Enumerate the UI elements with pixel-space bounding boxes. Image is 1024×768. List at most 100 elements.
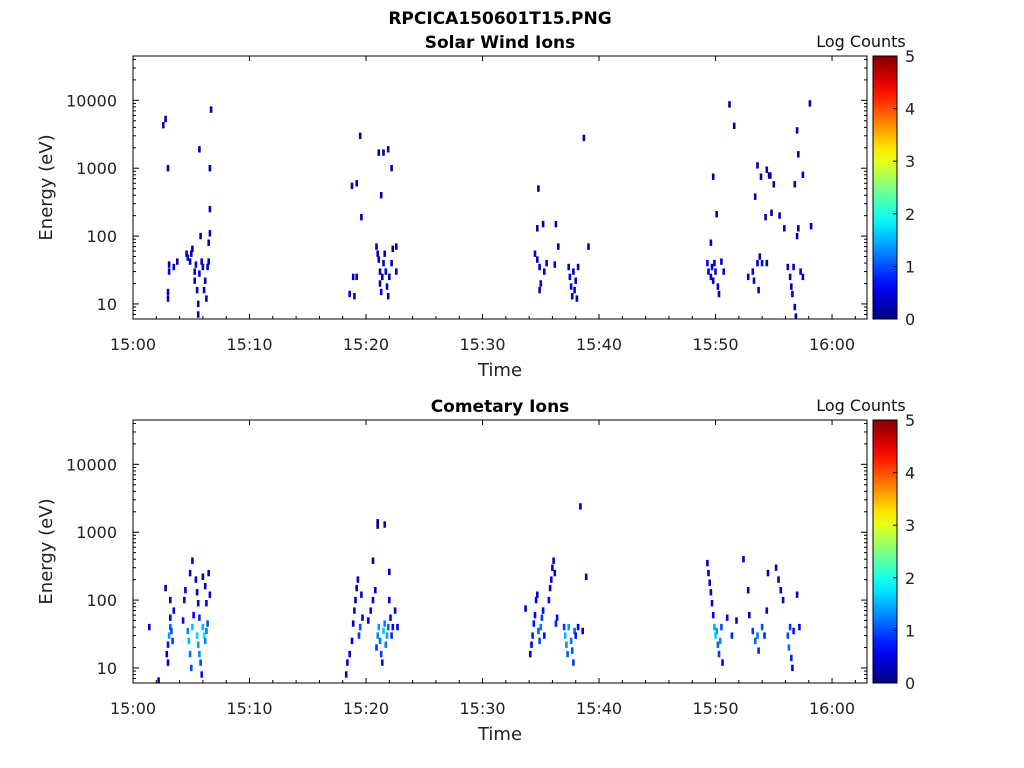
data-cell xyxy=(730,632,734,639)
data-cell xyxy=(786,263,790,271)
data-cell xyxy=(710,600,714,607)
data-cell xyxy=(172,263,176,271)
data-cell xyxy=(205,600,208,607)
data-cell xyxy=(547,596,551,604)
data-cell xyxy=(198,614,201,621)
data-cell xyxy=(536,225,539,232)
data-cell xyxy=(395,243,398,250)
colorbar-tick-label: 0 xyxy=(905,310,915,329)
data-cell xyxy=(569,637,573,645)
data-cell xyxy=(207,569,210,577)
data-cell xyxy=(539,280,543,287)
colorbar-tick-label: 4 xyxy=(905,100,915,119)
data-cell xyxy=(167,261,171,268)
data-cell xyxy=(794,313,798,319)
data-cell xyxy=(201,623,205,631)
data-cell xyxy=(348,650,351,658)
data-cell xyxy=(202,286,206,294)
data-cell xyxy=(353,293,356,300)
x-tick-label: 16:00 xyxy=(809,699,855,718)
data-cell xyxy=(162,122,165,129)
data-cell xyxy=(390,632,393,639)
data-cell xyxy=(201,263,205,271)
data-cell xyxy=(545,259,548,267)
data-cell xyxy=(164,584,167,592)
data-cell xyxy=(358,623,362,631)
data-cell xyxy=(566,650,569,658)
data-cell xyxy=(524,605,527,612)
data-cell xyxy=(383,521,386,528)
colorbar-label: Log Counts xyxy=(816,32,906,51)
data-cell xyxy=(717,290,721,298)
data-cell xyxy=(753,193,757,200)
data-cells xyxy=(148,503,801,683)
data-cell xyxy=(562,623,566,631)
data-cell xyxy=(746,587,750,594)
data-cell xyxy=(788,273,792,281)
panel-1: 15:00 15:10 15:20 15:30 15:40 15:50 16:0010100… xyxy=(36,32,915,381)
plot-frame xyxy=(132,55,868,320)
data-cell xyxy=(567,623,570,631)
data-cell xyxy=(548,584,552,592)
data-cell xyxy=(550,576,553,583)
data-cell xyxy=(565,641,568,648)
data-cell xyxy=(184,587,187,594)
data-cell xyxy=(572,268,575,275)
data-cell xyxy=(779,587,783,594)
data-cell xyxy=(718,637,722,645)
data-cell xyxy=(382,627,385,635)
y-tick-label: 10000 xyxy=(66,455,117,474)
data-cell xyxy=(395,268,398,275)
data-cell xyxy=(774,564,778,571)
data-cell xyxy=(534,596,538,604)
colorbar-tick-label: 4 xyxy=(905,464,915,483)
data-cells xyxy=(162,100,813,319)
colorbar-gradient xyxy=(872,55,898,320)
data-cell xyxy=(575,295,579,302)
data-cell xyxy=(169,623,172,631)
data-cell xyxy=(537,185,540,192)
data-cell xyxy=(386,293,390,300)
data-cell xyxy=(563,632,567,639)
y-axis-label: Energy (eV) xyxy=(36,498,57,604)
data-cell xyxy=(717,650,721,658)
data-cell xyxy=(208,591,212,598)
data-cell xyxy=(198,270,201,277)
data-cell xyxy=(379,288,383,296)
data-cell xyxy=(191,623,194,631)
data-cell xyxy=(360,214,363,221)
data-cell xyxy=(543,632,546,639)
data-cell xyxy=(208,230,212,237)
data-cell xyxy=(533,611,537,619)
data-cell xyxy=(208,165,212,172)
data-cell xyxy=(553,261,557,268)
data-cell xyxy=(801,273,805,281)
data-cell xyxy=(367,617,370,624)
data-cell xyxy=(385,283,389,290)
data-cell xyxy=(376,632,379,639)
data-cell xyxy=(194,261,198,268)
data-cell xyxy=(711,611,715,619)
data-cell xyxy=(379,192,383,199)
data-cell xyxy=(396,623,399,631)
data-cell xyxy=(573,627,576,635)
data-cell xyxy=(722,268,725,275)
data-cell xyxy=(351,620,355,627)
data-cell xyxy=(582,134,586,142)
data-cell xyxy=(374,587,377,594)
data-cell xyxy=(533,250,537,257)
data-cell xyxy=(557,243,560,250)
data-cell xyxy=(188,258,192,265)
x-axis-label: Time xyxy=(477,724,522,745)
colorbar-tick-label: 2 xyxy=(905,569,915,588)
x-tick-label: 15:10 xyxy=(226,699,272,718)
data-cell xyxy=(716,641,720,648)
data-cell xyxy=(377,149,381,156)
data-cell xyxy=(570,647,574,654)
data-cell xyxy=(786,632,790,639)
figure-title: RPCICA150601T15.PNG xyxy=(388,9,611,29)
data-cell xyxy=(707,268,710,275)
data-cell xyxy=(778,212,781,219)
data-cell xyxy=(706,559,709,567)
data-cell xyxy=(196,311,200,318)
